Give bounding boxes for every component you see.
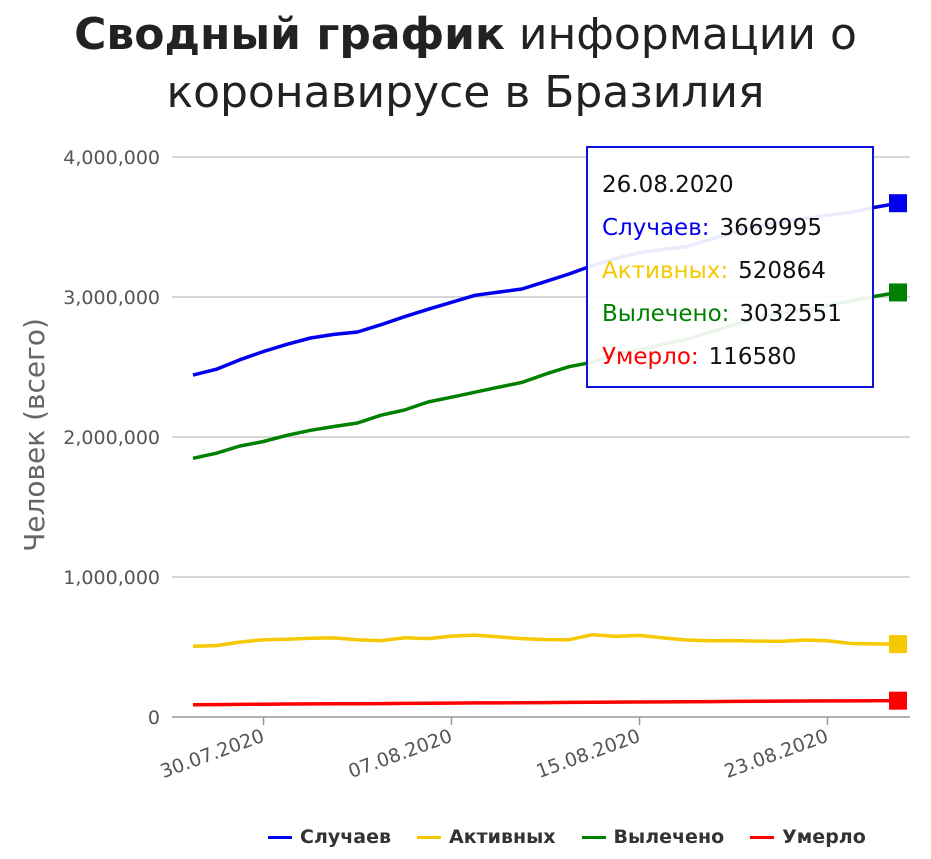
chart-title-rest: информации о [518,9,857,60]
legend-item[interactable]: Вылечено [581,826,725,848]
tooltip-row-label: Случаев: [602,215,710,241]
x-axis-ticks: 30.07.2020 07.08.2020 15.08.2020 23.08.2020 [157,717,831,783]
tooltip-row: Умерло: 116580 [602,336,858,379]
tooltip-row: Случаев: 3669995 [602,207,858,250]
tooltip-row-label: Активных: [602,258,729,284]
series-end-marker-2 [889,635,907,654]
y-axis-label: Человек (всего) [18,318,51,552]
chart-title-line2: коронавирусе в Бразилия [166,67,765,118]
legend-item[interactable]: Случаев [268,826,391,848]
legend-item[interactable]: Активных [417,826,556,848]
tooltip-row-value: 3669995 [719,215,822,241]
series-line-2 [192,632,899,649]
x-tick-label: 07.08.2020 [345,725,455,783]
legend-label: Умерло [782,826,866,848]
legend-label: Случаев [300,826,392,848]
tooltip-date: 26.08.2020 [602,172,734,198]
legend-label: Вылечено [613,826,725,848]
tooltip-row-value: 3032551 [739,301,842,327]
tooltip-rows: Случаев: 3669995 Активных: 520864 Вылечено: 3… [602,207,858,379]
series-end-marker-4 [889,691,907,710]
y-tick-label: 1,000,000 [63,567,160,589]
data-tooltip: 26.08.2020 Случаев: 3669995 Активных: 52086… [586,146,874,388]
legend-swatch-icon [417,835,442,839]
tooltip-row: Вылечено: 3032551 [602,293,858,336]
legend-swatch-icon [581,835,606,839]
x-tick-label: 15.08.2020 [533,725,643,783]
x-tick-label: 30.07.2020 [157,725,267,783]
y-tick-label: 2,000,000 [63,427,160,449]
legend-label: Активных [449,826,556,848]
tooltip-row: Активных: 520864 [602,250,858,293]
y-axis-ticks: 0 1,000,000 2,000,000 3,000,000 4,000,000 [63,147,160,729]
legend-item[interactable]: Умерло [750,826,866,848]
tooltip-row-value: 116580 [708,344,797,370]
series-end-marker-1 [889,194,907,213]
legend-swatch-icon [268,835,292,839]
legend-swatch-icon [750,835,775,839]
y-tick-label: 4,000,000 [63,147,160,169]
series-line-4 [192,698,899,707]
tooltip-row-value: 520864 [738,258,826,284]
chart-title-bold: Сводный график [74,9,505,60]
y-tick-label: 3,000,000 [63,287,160,309]
chart-legend: Случаев Активных Вылечено Умерло [268,826,866,848]
tooltip-row-label: Вылечено: [602,301,730,327]
y-tick-label: 0 [148,707,160,729]
chart-title: Сводный график информации о коронавирусе… [0,6,931,122]
series-end-marker-3 [889,283,907,302]
x-tick-label: 23.08.2020 [721,725,831,783]
tooltip-row-label: Умерло: [602,344,699,370]
